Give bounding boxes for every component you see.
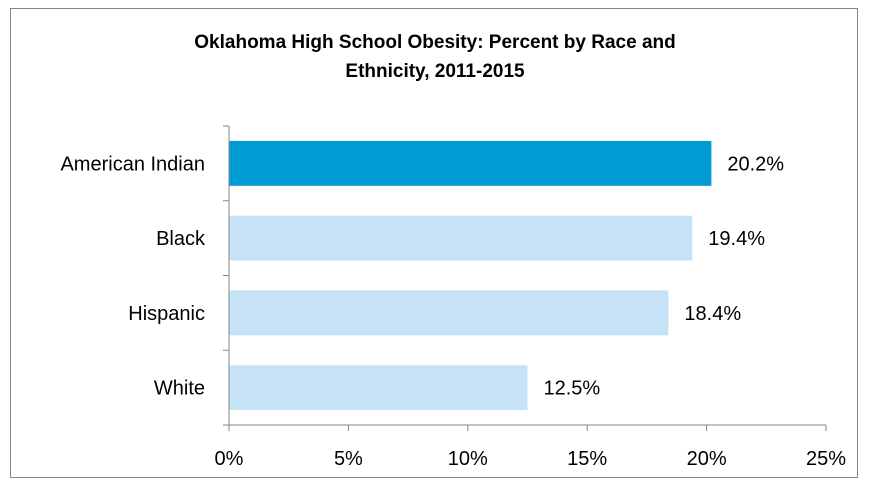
chart-title-line-1: Oklahoma High School Obesity: Percent by… xyxy=(194,32,676,53)
x-tick-label: 10% xyxy=(448,448,488,470)
x-tick-label: 25% xyxy=(806,448,846,470)
bar-white xyxy=(229,365,528,411)
data-label: 20.2% xyxy=(727,153,784,175)
data-label: 18.4% xyxy=(684,303,741,325)
bar-black xyxy=(229,215,693,261)
category-label: Hispanic xyxy=(128,303,205,325)
chart-title-line-2: Ethnicity, 2011-2015 xyxy=(345,61,525,82)
x-tick-label: 5% xyxy=(334,448,363,470)
x-tick-label: 20% xyxy=(687,448,727,470)
x-tick-label: 15% xyxy=(567,448,607,470)
data-label: 12.5% xyxy=(544,378,601,400)
data-label: 19.4% xyxy=(708,228,765,250)
x-tick-label: 0% xyxy=(215,448,244,470)
bar-american-indian xyxy=(229,140,712,186)
bar-hispanic xyxy=(229,290,669,336)
chart-title: Oklahoma High School Obesity: Percent by… xyxy=(0,28,870,86)
category-label: White xyxy=(154,378,205,400)
category-label: American Indian xyxy=(60,153,205,175)
category-label: Black xyxy=(156,228,206,250)
